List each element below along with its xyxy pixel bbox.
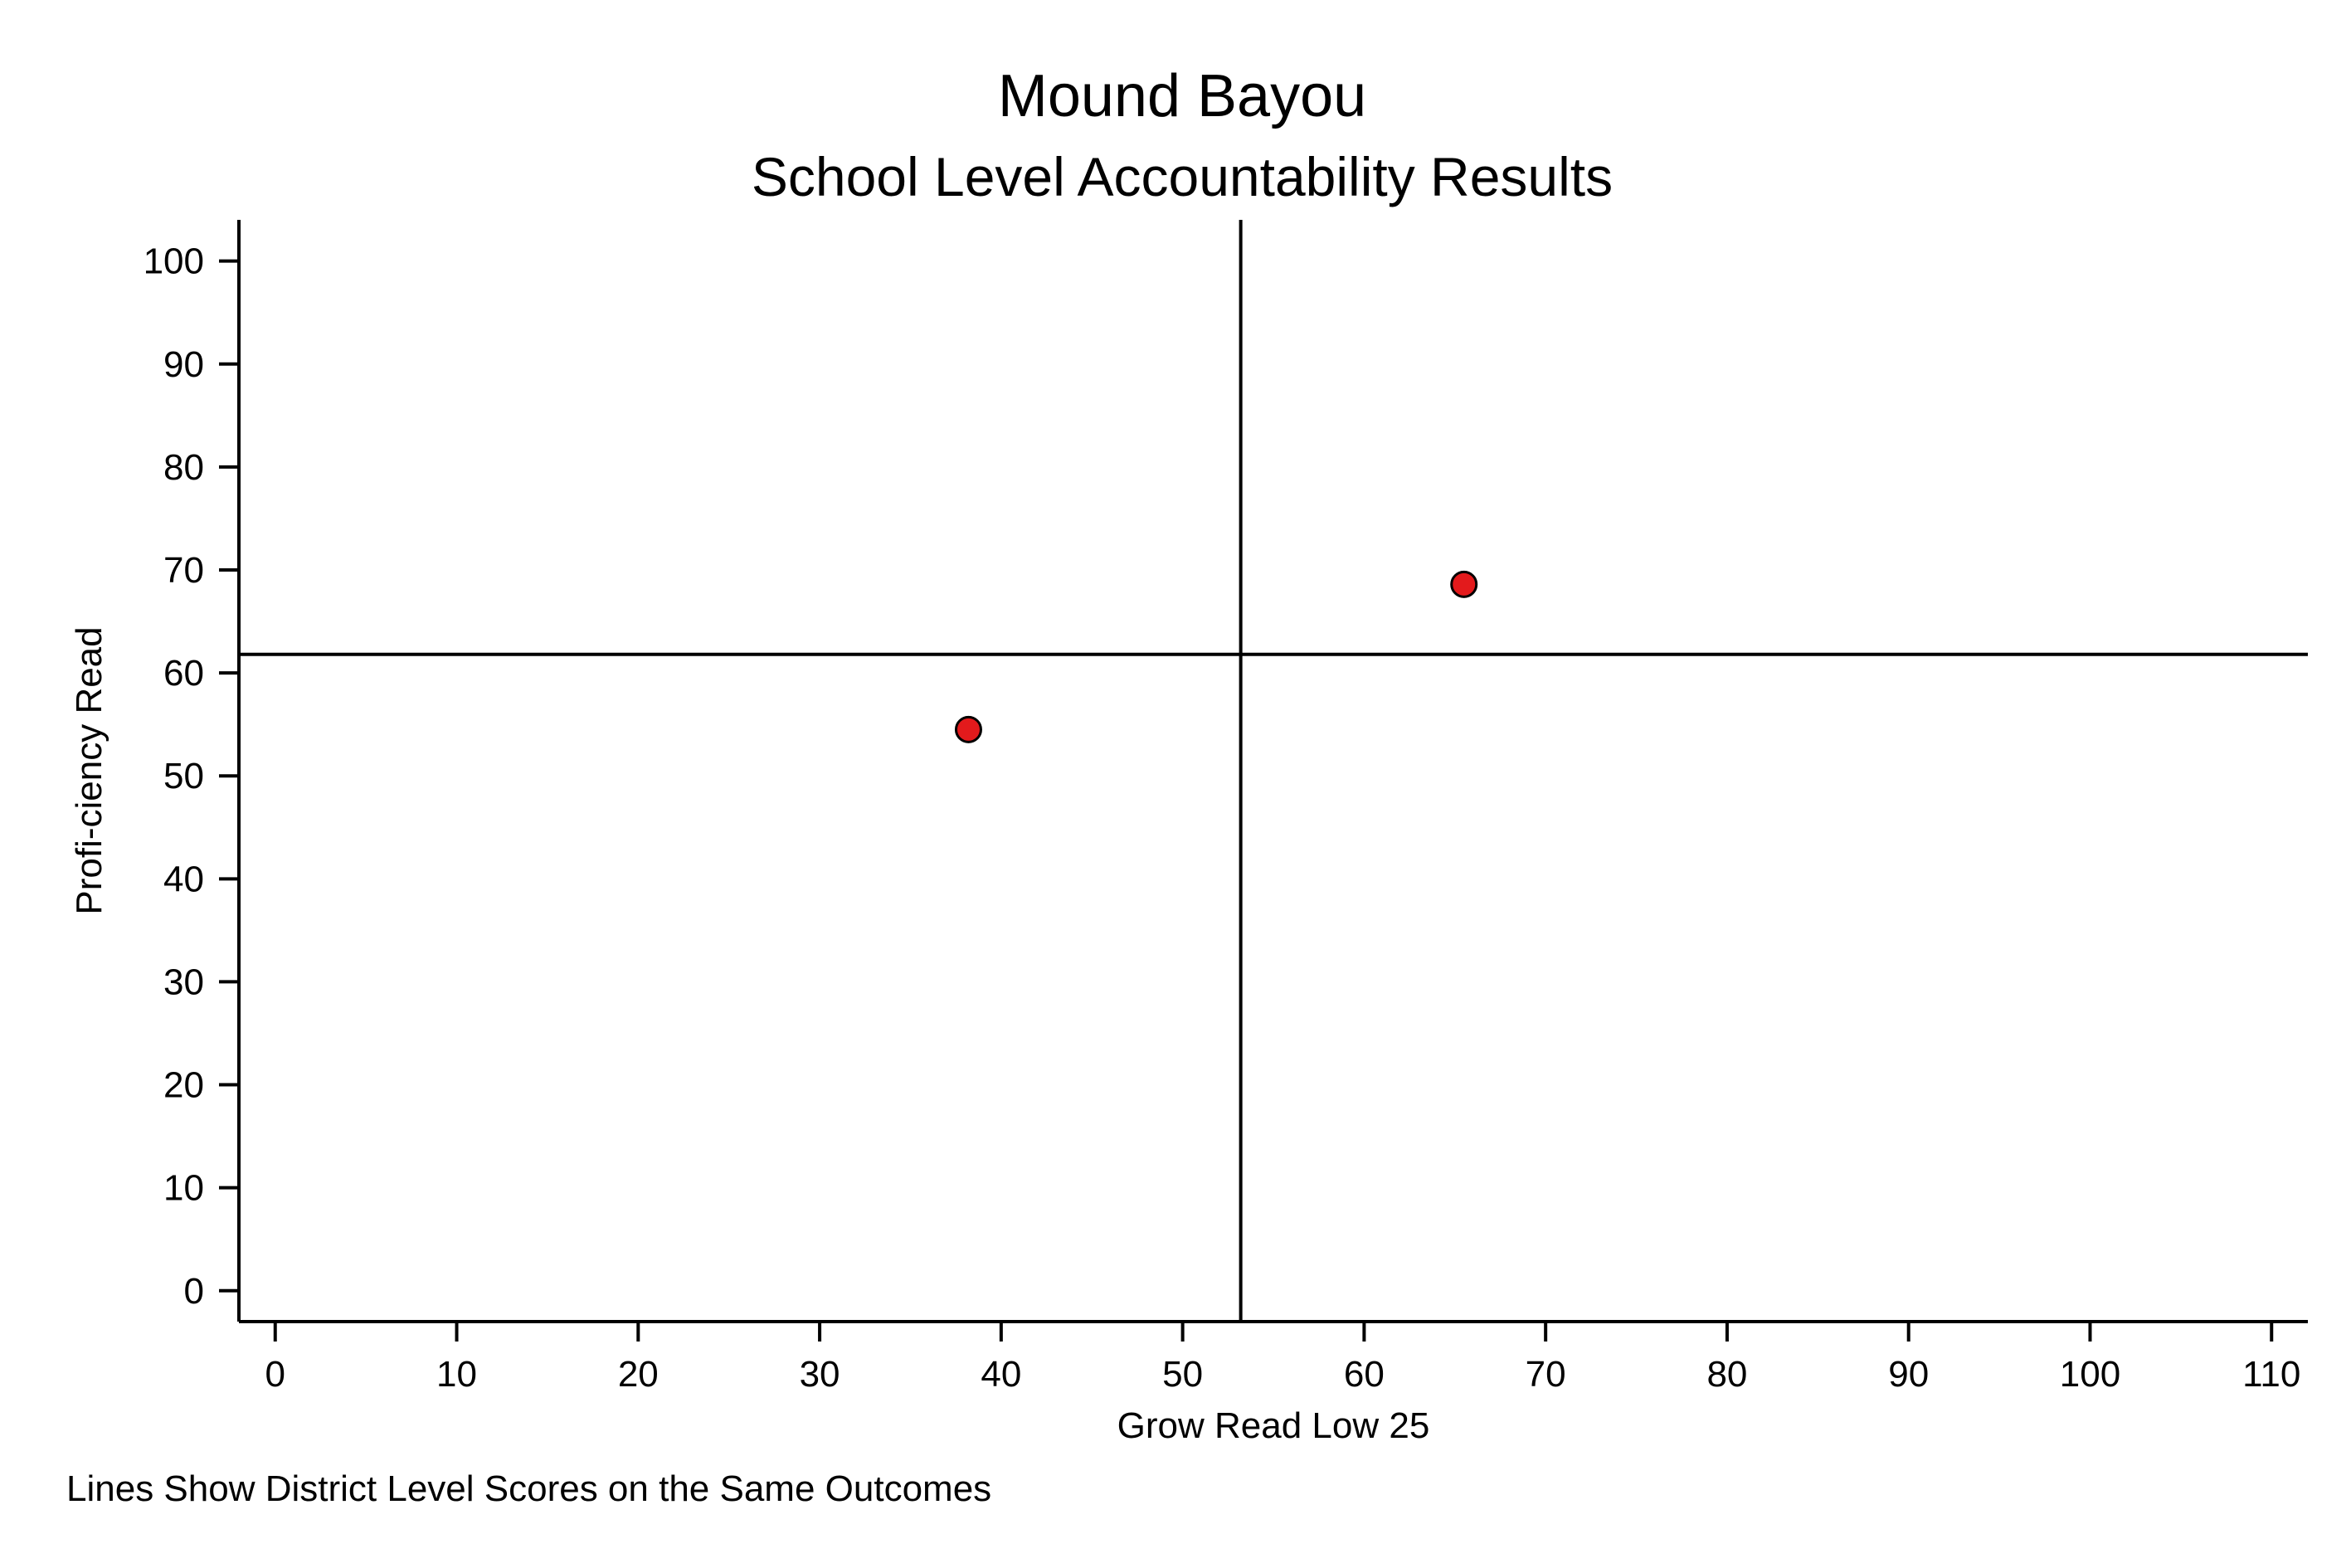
x-tick-label: 40 [981, 1354, 1021, 1395]
y-ticks: 0 10 20 30 40 50 60 70 80 90 100 [144, 241, 239, 1312]
x-tick-label: 60 [1344, 1354, 1385, 1395]
x-tick-label: 0 [265, 1354, 285, 1395]
data-point [954, 715, 982, 743]
data-points [954, 570, 1478, 743]
x-tick-label: 100 [2060, 1354, 2120, 1395]
chart-subtitle: School Level Accountability Results [752, 146, 1613, 207]
chart-note: Lines Show District Level Scores on the … [66, 1468, 991, 1509]
y-tick-label: 70 [163, 550, 204, 591]
y-tick-label: 90 [163, 344, 204, 385]
x-tick-label: 70 [1526, 1354, 1566, 1395]
y-tick-label: 50 [163, 756, 204, 796]
y-axis-title: Profi-ciency Read [69, 626, 110, 914]
x-tick-label: 10 [436, 1354, 477, 1395]
x-tick-label: 20 [618, 1354, 659, 1395]
y-tick-label: 80 [163, 447, 204, 488]
x-axis-title: Grow Read Low 25 [1117, 1405, 1430, 1446]
district-reference-lines [239, 220, 2308, 1322]
x-tick-label: 30 [800, 1354, 840, 1395]
y-tick-label: 100 [144, 241, 204, 282]
y-axis: 0 10 20 30 40 50 60 70 80 90 100 [144, 220, 241, 1322]
y-tick-label: 10 [163, 1168, 204, 1209]
x-tick-label: 50 [1162, 1354, 1203, 1395]
x-axis: 0 10 20 30 40 50 60 70 80 90 100 110 [239, 1320, 2308, 1395]
chart-title: Mound Bayou [998, 63, 1366, 129]
y-tick-label: 60 [163, 653, 204, 694]
data-point [1450, 570, 1478, 598]
x-tick-label: 110 [2242, 1354, 2300, 1395]
y-tick-label: 20 [163, 1065, 204, 1106]
x-tick-label: 80 [1706, 1354, 1747, 1395]
y-tick-label: 40 [163, 859, 204, 899]
x-ticks: 0 10 20 30 40 50 60 70 80 90 100 110 [265, 1322, 2300, 1395]
y-tick-label: 0 [184, 1271, 204, 1312]
x-tick-label: 90 [1888, 1354, 1929, 1395]
plot-area [239, 220, 2308, 1322]
y-tick-label: 30 [163, 962, 204, 1002]
